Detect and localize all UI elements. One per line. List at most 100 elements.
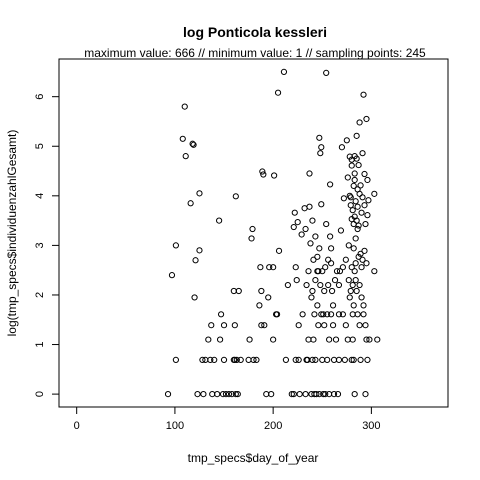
data-point xyxy=(295,356,302,364)
data-point xyxy=(339,311,346,318)
data-point xyxy=(284,281,291,289)
data-point xyxy=(234,391,241,398)
data-point xyxy=(312,233,319,240)
data-point xyxy=(270,336,277,343)
data-point xyxy=(360,302,367,309)
data-point xyxy=(303,281,310,289)
data-point xyxy=(321,322,328,329)
data-point xyxy=(182,153,189,160)
data-point xyxy=(361,202,368,209)
data-point xyxy=(316,245,323,252)
data-point xyxy=(256,302,263,309)
data-point xyxy=(350,302,357,309)
data-point xyxy=(348,356,355,364)
y-tick-label: 4 xyxy=(34,193,46,199)
data-point xyxy=(359,194,366,201)
data-point xyxy=(351,176,358,184)
data-point xyxy=(246,336,253,343)
data-point xyxy=(362,391,369,398)
data-point xyxy=(355,161,362,169)
data-point xyxy=(333,268,341,275)
data-point xyxy=(207,356,214,364)
data-point xyxy=(351,268,358,275)
data-point xyxy=(270,264,277,271)
data-point xyxy=(257,264,264,271)
data-point xyxy=(328,260,335,267)
data-point xyxy=(323,69,330,76)
x-axis: 0 100 200 300 xyxy=(74,406,381,432)
data-point xyxy=(318,144,325,151)
data-point xyxy=(316,134,323,141)
data-point xyxy=(172,356,179,364)
data-point xyxy=(315,322,322,329)
data-point xyxy=(363,336,370,343)
data-point xyxy=(172,242,179,249)
data-point xyxy=(222,391,230,398)
x-tick-label: 0 xyxy=(74,420,80,432)
data-point xyxy=(371,190,378,197)
data-point xyxy=(364,176,371,184)
data-point xyxy=(330,391,338,398)
data-point xyxy=(250,356,257,364)
data-point xyxy=(320,311,327,318)
data-point xyxy=(336,268,344,275)
data-point xyxy=(357,182,364,189)
data-point xyxy=(357,250,364,257)
data-point xyxy=(214,391,221,398)
data-point xyxy=(357,356,364,364)
data-point xyxy=(329,302,337,309)
data-point xyxy=(332,336,340,343)
data-point xyxy=(343,137,350,144)
y-tick-label: 1 xyxy=(34,341,46,347)
data-point xyxy=(359,150,366,157)
data-point xyxy=(355,222,362,229)
data-point xyxy=(346,192,353,199)
data-point xyxy=(266,264,273,271)
data-point xyxy=(363,115,370,123)
data-point xyxy=(319,268,326,275)
data-point xyxy=(315,268,322,275)
data-point xyxy=(353,155,360,162)
data-point xyxy=(322,264,329,271)
data-point xyxy=(302,391,309,398)
data-point xyxy=(191,294,198,301)
y-tick-label: 5 xyxy=(34,143,46,149)
data-point xyxy=(219,391,227,398)
data-point xyxy=(334,391,342,398)
chart-subtitle: maximum value: 666 // minimum value: 1 /… xyxy=(84,46,426,60)
data-point xyxy=(307,240,314,247)
data-point xyxy=(310,336,317,343)
data-point xyxy=(208,322,215,329)
x-axis-label: tmp_specs$day_of_year xyxy=(188,451,319,465)
data-point xyxy=(335,281,343,289)
data-point xyxy=(295,322,302,329)
data-point xyxy=(280,68,288,75)
data-point xyxy=(335,311,343,318)
data-point xyxy=(364,356,371,364)
data-point xyxy=(194,391,201,398)
data-point xyxy=(358,264,365,271)
data-point xyxy=(199,356,206,364)
data-point xyxy=(374,336,381,343)
data-point xyxy=(282,356,290,364)
data-point xyxy=(290,223,297,231)
data-point xyxy=(324,311,331,318)
data-point xyxy=(356,322,363,329)
data-point xyxy=(258,287,265,295)
data-point xyxy=(249,225,256,233)
data-point xyxy=(288,391,295,398)
y-tick-label: 0 xyxy=(34,391,46,397)
data-point xyxy=(187,200,194,207)
data-point xyxy=(362,220,369,228)
data-point xyxy=(308,294,315,301)
data-point xyxy=(359,256,366,263)
data-point xyxy=(196,190,203,197)
data-point xyxy=(331,276,339,284)
data-point xyxy=(237,356,244,364)
data-point xyxy=(235,287,242,295)
data-point xyxy=(294,218,301,226)
data-point xyxy=(216,217,223,224)
data-point xyxy=(309,217,316,224)
data-point xyxy=(305,268,312,275)
